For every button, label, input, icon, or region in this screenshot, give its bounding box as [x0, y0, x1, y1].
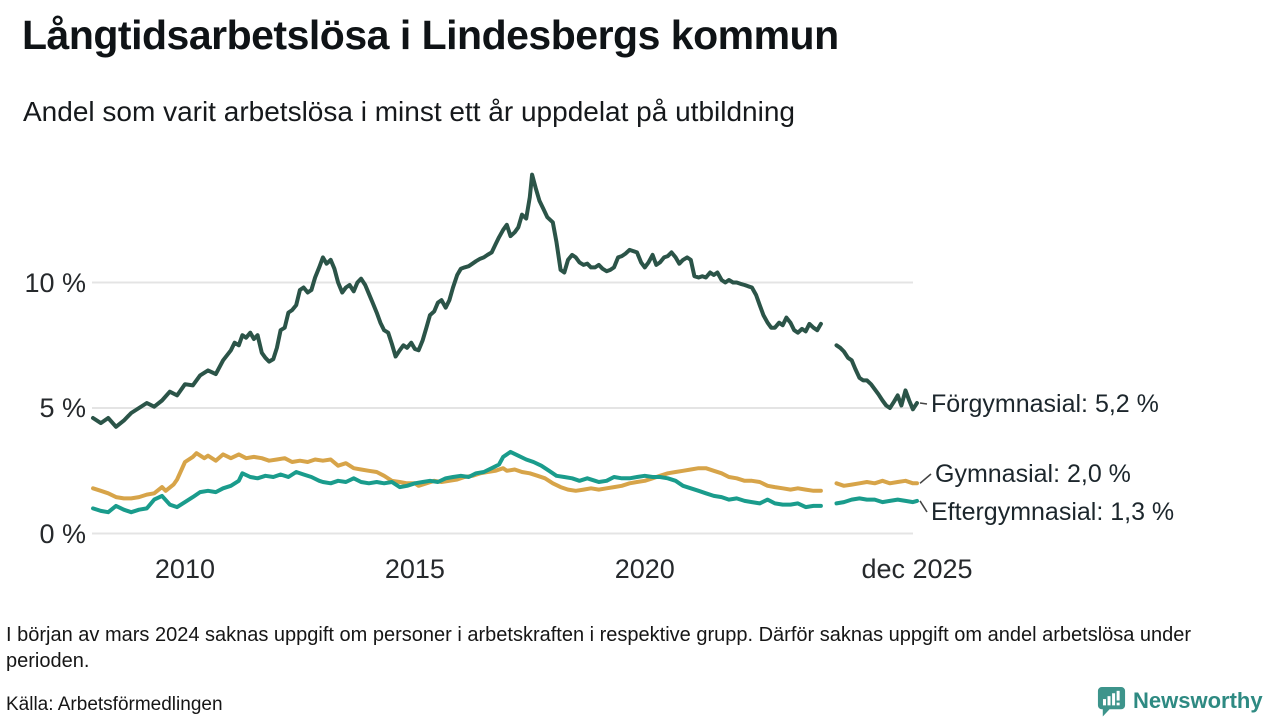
series-end-label-gymnasial: Gymnasial: 2,0 % [935, 460, 1131, 488]
page-title: Långtidsarbetslösa i Lindesbergs kommun [22, 12, 839, 58]
x-tick-label: 2010 [154, 554, 215, 584]
newsworthy-branding: Newsworthy [1096, 685, 1263, 717]
y-tick-label: 5 % [39, 393, 86, 423]
series-line-förgymnasial [91, 172, 823, 429]
series-line-eftergymnasial [834, 496, 919, 506]
label-connector [919, 473, 932, 484]
label-connector [919, 402, 928, 405]
x-tick-label: 2015 [384, 554, 445, 584]
series-line-eftergymnasial [91, 449, 823, 515]
series-end-label-eftergymnasial: Eftergymnasial: 1,3 % [931, 498, 1175, 526]
series-line-gymnasial [91, 451, 823, 501]
series-line-förgymnasial [834, 343, 919, 412]
bar-chart-speech-bubble-icon [1097, 686, 1126, 717]
y-tick-label: 10 % [24, 267, 86, 298]
series-line-gymnasial [834, 478, 919, 488]
label-connector [919, 500, 928, 513]
x-tick-label: 2020 [614, 554, 675, 584]
x-tick-label: dec 2025 [861, 554, 973, 584]
source-attribution: Källa: Arbetsförmedlingen [6, 694, 223, 715]
page-subtitle: Andel som varit arbetslösa i minst ett å… [23, 96, 795, 127]
newsworthy-wordmark: Newsworthy [1133, 688, 1263, 713]
y-tick-label: 0 % [39, 518, 86, 549]
series-end-label-förgymnasial: Förgymnasial: 5,2 % [931, 390, 1159, 418]
footnote: I början av mars 2024 saknas uppgift om … [6, 624, 1192, 672]
